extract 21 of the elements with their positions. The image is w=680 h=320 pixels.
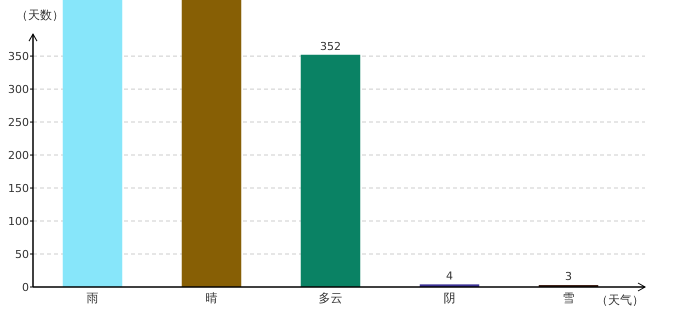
y-tick-label: 50: [15, 248, 29, 262]
data-label: 4: [446, 269, 453, 282]
bar: [300, 54, 360, 287]
y-axis-title: （天数）: [16, 8, 64, 22]
bar: [182, 0, 242, 287]
bar: [62, 0, 122, 287]
x-tick-label: 雪: [562, 291, 574, 305]
y-tick-label: 200: [8, 149, 29, 162]
x-axis-title: （天气）: [596, 293, 644, 307]
data-label: 352: [320, 40, 341, 53]
y-tick-label: 150: [8, 182, 29, 196]
y-tick-label: 0: [22, 281, 29, 294]
x-tick-label: 阴: [444, 291, 456, 305]
y-tick-label: 300: [8, 83, 29, 96]
y-tick-label: 250: [8, 116, 29, 130]
data-label: 3: [565, 270, 572, 284]
y-tick-label: 100: [8, 215, 29, 228]
x-tick-label: 雨: [86, 291, 98, 305]
y-tick-label: 350: [8, 50, 29, 64]
x-tick-label: 多云: [318, 291, 342, 305]
x-tick-label: 晴: [206, 291, 218, 305]
